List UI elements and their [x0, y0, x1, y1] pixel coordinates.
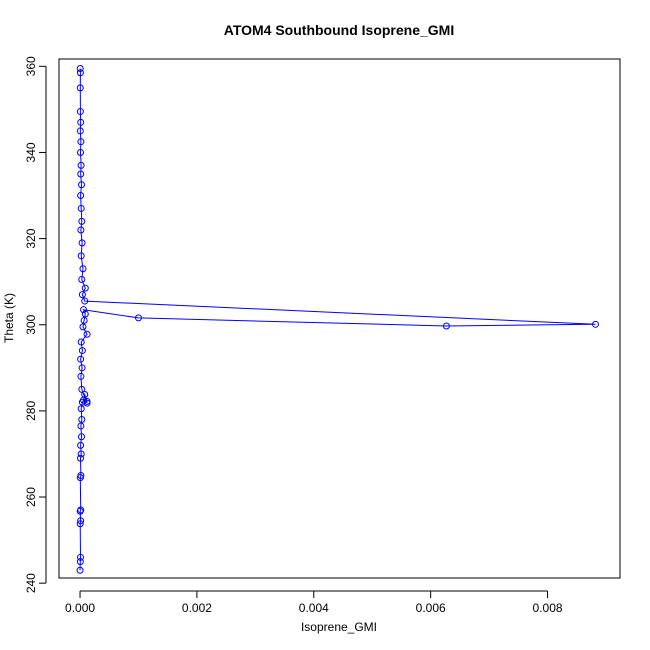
- data-point: [76, 108, 84, 116]
- x-tick-label: 0.002: [182, 601, 212, 615]
- y-tick-label: 280: [24, 401, 38, 421]
- data-point: [78, 385, 86, 393]
- data-point: [79, 323, 87, 331]
- data-point: [78, 364, 86, 372]
- data-point: [77, 181, 85, 189]
- data-point: [76, 520, 84, 528]
- x-axis-label: Isoprene_GMI: [301, 620, 377, 634]
- data-point: [76, 558, 84, 566]
- data-point: [77, 405, 85, 413]
- data-point: [78, 239, 86, 247]
- y-axis-label: Theta (K): [2, 293, 16, 343]
- y-tick-label: 360: [24, 56, 38, 76]
- data-point: [81, 284, 89, 292]
- y-tick-label: 340: [24, 142, 38, 162]
- data-point: [77, 454, 85, 462]
- data-point: [77, 118, 85, 126]
- chart-title: ATOM4 Southbound Isoprene_GMI: [224, 22, 454, 38]
- y-tick-label: 240: [24, 573, 38, 593]
- data-point: [77, 355, 85, 363]
- data-point: [83, 330, 91, 338]
- data-point: [77, 170, 85, 178]
- data-point: [77, 422, 85, 430]
- y-tick-label: 260: [24, 487, 38, 507]
- data-point: [77, 506, 85, 514]
- x-tick-label: 0.000: [65, 601, 95, 615]
- data-point: [77, 433, 85, 441]
- data-point: [77, 226, 85, 234]
- data-point: [77, 161, 85, 169]
- data-point: [77, 517, 85, 525]
- data-point: [78, 347, 86, 355]
- data-point: [77, 252, 85, 260]
- data-point: [81, 391, 89, 399]
- data-point: [134, 314, 142, 322]
- data-point: [79, 265, 87, 273]
- data-point: [442, 322, 450, 330]
- series-line: [79, 68, 596, 571]
- x-tick-label: 0.008: [533, 601, 563, 615]
- data-point: [81, 310, 89, 318]
- data-point: [76, 64, 84, 72]
- data-point: [77, 441, 85, 449]
- data-point: [78, 276, 86, 284]
- data-point: [76, 127, 84, 135]
- data-point: [76, 566, 84, 574]
- data-point: [591, 320, 599, 328]
- data-point: [77, 148, 85, 156]
- y-tick-label: 320: [24, 228, 38, 248]
- x-tick-label: 0.004: [299, 601, 329, 615]
- data-point: [78, 291, 86, 299]
- data-point: [76, 69, 84, 77]
- data-point: [77, 138, 85, 146]
- data-point: [78, 416, 86, 424]
- data-point: [77, 450, 85, 458]
- x-axis: 0.000 0.002 0.004 0.006 0.008: [65, 590, 563, 615]
- series-layer: [76, 64, 599, 574]
- data-point: [80, 316, 88, 324]
- data-point: [77, 338, 85, 346]
- plot-frame: [58, 58, 621, 579]
- data-point: [77, 553, 85, 561]
- y-tick-label: 300: [24, 314, 38, 334]
- data-point: [78, 217, 86, 225]
- data-point: [80, 306, 88, 314]
- data-point: [76, 84, 84, 92]
- data-point: [77, 471, 85, 479]
- data-point: [77, 204, 85, 212]
- data-point: [83, 399, 91, 407]
- data-point: [77, 372, 85, 380]
- x-tick-label: 0.006: [416, 601, 446, 615]
- data-point: [77, 192, 85, 200]
- data-point: [81, 297, 89, 305]
- y-axis: 240 260 280 300 320 340 360: [24, 56, 47, 593]
